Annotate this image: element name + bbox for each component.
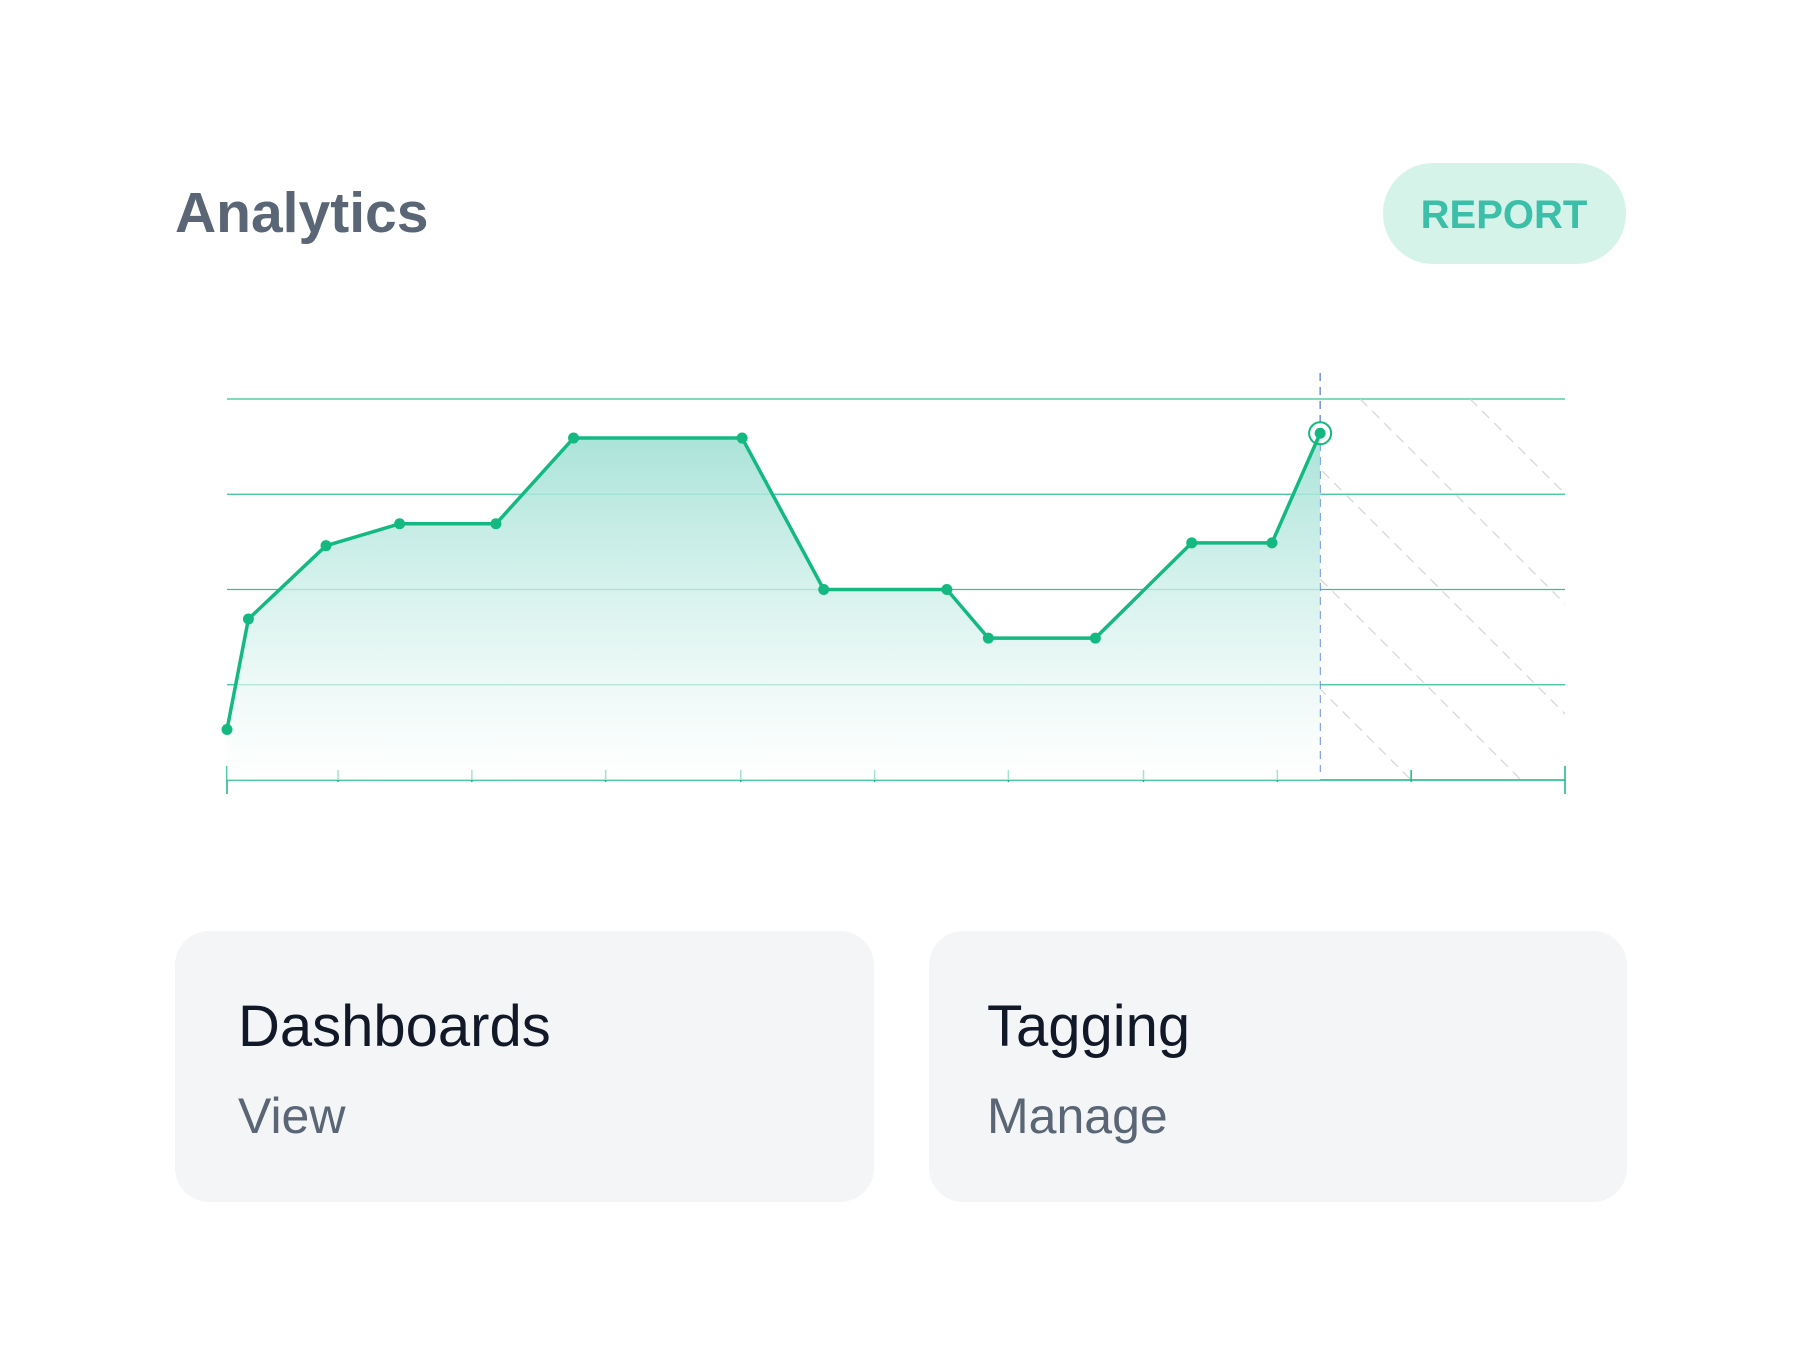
hatch-line [1469, 399, 1565, 495]
point [568, 432, 580, 444]
point [941, 584, 953, 595]
hatch-line [1320, 578, 1522, 780]
point [736, 432, 748, 444]
point [242, 613, 254, 625]
hatch-line [1320, 688, 1412, 780]
area [227, 433, 1321, 780]
card[interactable] [175, 931, 874, 1202]
point [320, 540, 332, 552]
card-title[interactable]: Tagging [987, 994, 1190, 1059]
future-hatch [1320, 399, 1798, 780]
point [982, 632, 994, 644]
point [1089, 632, 1101, 644]
point-highlight [1308, 421, 1333, 446]
point [818, 584, 830, 595]
chart [221, 373, 1798, 794]
hatch-line [1690, 399, 1798, 780]
point [490, 518, 502, 530]
card-action[interactable]: Manage [987, 1088, 1168, 1144]
point [221, 724, 233, 736]
report-button[interactable] [1383, 163, 1626, 264]
point [394, 518, 406, 530]
card[interactable] [929, 931, 1627, 1202]
line [225, 432, 1322, 730]
hatch-line [1580, 399, 1798, 780]
point [1314, 427, 1326, 439]
hatch-line [1359, 399, 1565, 605]
card-action[interactable]: View [238, 1088, 346, 1144]
card-title[interactable]: Dashboards [238, 994, 551, 1059]
title: Analytics [175, 181, 428, 245]
point [1186, 537, 1198, 549]
report-button-label[interactable]: REPORT [1421, 193, 1588, 237]
point [1266, 537, 1278, 549]
